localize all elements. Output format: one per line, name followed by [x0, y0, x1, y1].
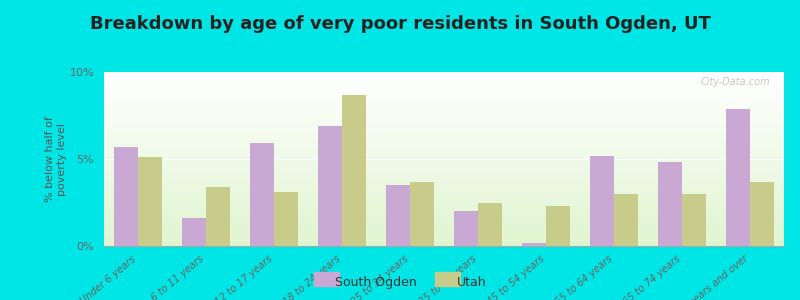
Bar	[590, 155, 614, 246]
Bar	[726, 109, 750, 246]
Text: City-Data.com: City-Data.com	[701, 77, 770, 87]
Bar	[546, 206, 570, 246]
Bar	[682, 194, 706, 246]
Bar	[182, 218, 206, 246]
Bar	[206, 187, 230, 246]
Bar	[454, 211, 478, 246]
Y-axis label: % below half of
poverty level: % below half of poverty level	[46, 116, 67, 202]
Bar	[138, 157, 162, 246]
Bar	[342, 94, 366, 246]
Bar	[114, 147, 138, 246]
Bar	[250, 143, 274, 246]
Legend: South Ogden, Utah: South Ogden, Utah	[309, 271, 491, 294]
Bar	[274, 192, 298, 246]
Bar	[614, 194, 638, 246]
Bar	[386, 185, 410, 246]
Text: Breakdown by age of very poor residents in South Ogden, UT: Breakdown by age of very poor residents …	[90, 15, 710, 33]
Bar	[478, 202, 502, 246]
Bar	[658, 163, 682, 246]
Bar	[318, 126, 342, 246]
Bar	[750, 182, 774, 246]
Bar	[522, 242, 546, 246]
Bar	[410, 182, 434, 246]
